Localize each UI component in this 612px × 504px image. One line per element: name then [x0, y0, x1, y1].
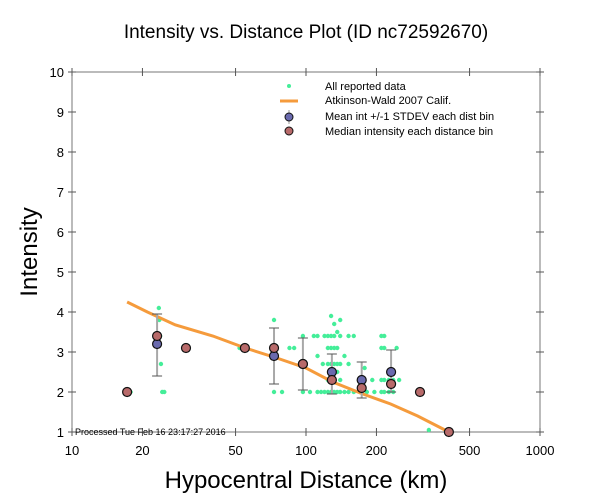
all-data-point	[332, 333, 337, 339]
all-data-point	[332, 345, 337, 351]
all-data-point	[394, 345, 399, 351]
all-data-point	[287, 345, 292, 351]
atkinson-wald-line	[126, 300, 450, 434]
x-axis-label: Hypocentral Distance (km)	[165, 467, 448, 494]
all-data-point	[279, 389, 285, 395]
all-data-point	[342, 353, 347, 359]
all-data-point	[382, 377, 387, 383]
all-data-point	[271, 389, 277, 395]
all-data-point	[162, 389, 167, 395]
all-data-point	[342, 389, 347, 395]
median-point	[326, 374, 337, 386]
all-data-point	[271, 317, 277, 323]
all-data-point	[158, 361, 164, 367]
y-tick-label: 4	[57, 305, 64, 320]
legend-all-data-marker	[287, 84, 291, 88]
all-data-point	[382, 389, 387, 395]
y-tick-label: 10	[50, 65, 64, 80]
x-tick-label: 100	[295, 443, 317, 458]
all-data-point	[382, 345, 387, 351]
y-tick-label: 3	[57, 345, 64, 360]
all-data-point	[328, 333, 334, 339]
legend-label-mean: Mean int +/-1 STDEV each dist bin	[325, 111, 494, 123]
all-data-point	[335, 345, 340, 351]
all-data-point	[382, 333, 387, 339]
all-data-point	[337, 389, 343, 395]
legend-median-marker	[284, 126, 294, 136]
legend-label-median: Median intensity each distance bin	[325, 126, 493, 138]
all-data-point	[346, 361, 351, 367]
all-data-point	[325, 389, 331, 395]
all-data-point	[328, 345, 334, 351]
y-tick-label: 8	[57, 145, 64, 160]
x-tick-label: 1000	[526, 443, 555, 458]
legend-mean-marker	[284, 112, 294, 122]
y-tick-label: 2	[57, 385, 64, 400]
all-data-point	[300, 333, 306, 339]
median-point	[414, 386, 426, 398]
all-data-point	[311, 333, 317, 339]
chart-title: Intensity vs. Distance Plot (ID nc725926…	[124, 22, 488, 43]
all-data-point	[346, 333, 351, 339]
y-tick-label: 9	[57, 105, 64, 120]
all-data-point	[370, 377, 375, 383]
x-tick-label: 200	[366, 443, 388, 458]
all-data-point	[156, 305, 162, 311]
y-tick-label: 5	[57, 265, 64, 280]
median-point	[239, 342, 250, 354]
median-point	[443, 426, 454, 438]
all-data-point	[337, 361, 343, 367]
all-data-point	[307, 389, 313, 395]
y-tick-label: 7	[57, 185, 64, 200]
all-data-point	[328, 313, 334, 319]
median-point	[268, 342, 280, 354]
processed-annotation: Processed Tue Feb 16 23:17:27 2016	[75, 427, 226, 437]
legend: All reported data Atkinson-Wald 2007 Cal…	[280, 81, 494, 138]
y-axis-label: Intensity	[16, 207, 43, 296]
all-data-point	[322, 389, 327, 395]
x-tick-label: 20	[135, 443, 149, 458]
all-data-point	[335, 329, 340, 335]
median-point	[297, 358, 309, 370]
all-data-point	[300, 389, 306, 395]
all-data-point	[315, 333, 320, 339]
all-data-point	[315, 353, 320, 359]
median-point	[385, 378, 397, 390]
all-data-point	[372, 389, 377, 395]
x-tick-label: 500	[459, 443, 481, 458]
all-data-point	[396, 377, 402, 383]
all-data-point	[337, 317, 343, 323]
x-tick-label: 10	[65, 443, 79, 458]
median-point	[356, 382, 367, 394]
all-data-point	[332, 389, 337, 395]
all-data-point	[332, 321, 337, 327]
all-data-point	[320, 361, 326, 367]
all-data-point	[332, 361, 337, 367]
y-tick-label: 6	[57, 225, 64, 240]
all-data-point	[322, 333, 327, 339]
all-data-point	[346, 389, 351, 395]
all-data-point	[351, 333, 356, 339]
legend-label-all-data: All reported data	[325, 81, 407, 93]
legend-label-model: Atkinson-Wald 2007 Calif.	[325, 95, 451, 107]
all-data-point	[318, 389, 324, 395]
mean-point	[385, 366, 397, 378]
all-data-point	[337, 333, 343, 339]
all-data-point	[325, 345, 331, 351]
y-tick-label: 1	[57, 425, 64, 440]
all-data-point	[325, 333, 331, 339]
all-data-point	[315, 389, 320, 395]
median-point	[180, 342, 192, 354]
all-data-point	[426, 427, 432, 433]
median-point	[122, 386, 133, 398]
all-data-point	[325, 361, 331, 367]
all-data-point	[337, 377, 343, 383]
all-data-point	[362, 365, 367, 371]
all-data-point	[291, 345, 297, 351]
median-point	[151, 330, 163, 342]
x-tick-label: 50	[228, 443, 242, 458]
